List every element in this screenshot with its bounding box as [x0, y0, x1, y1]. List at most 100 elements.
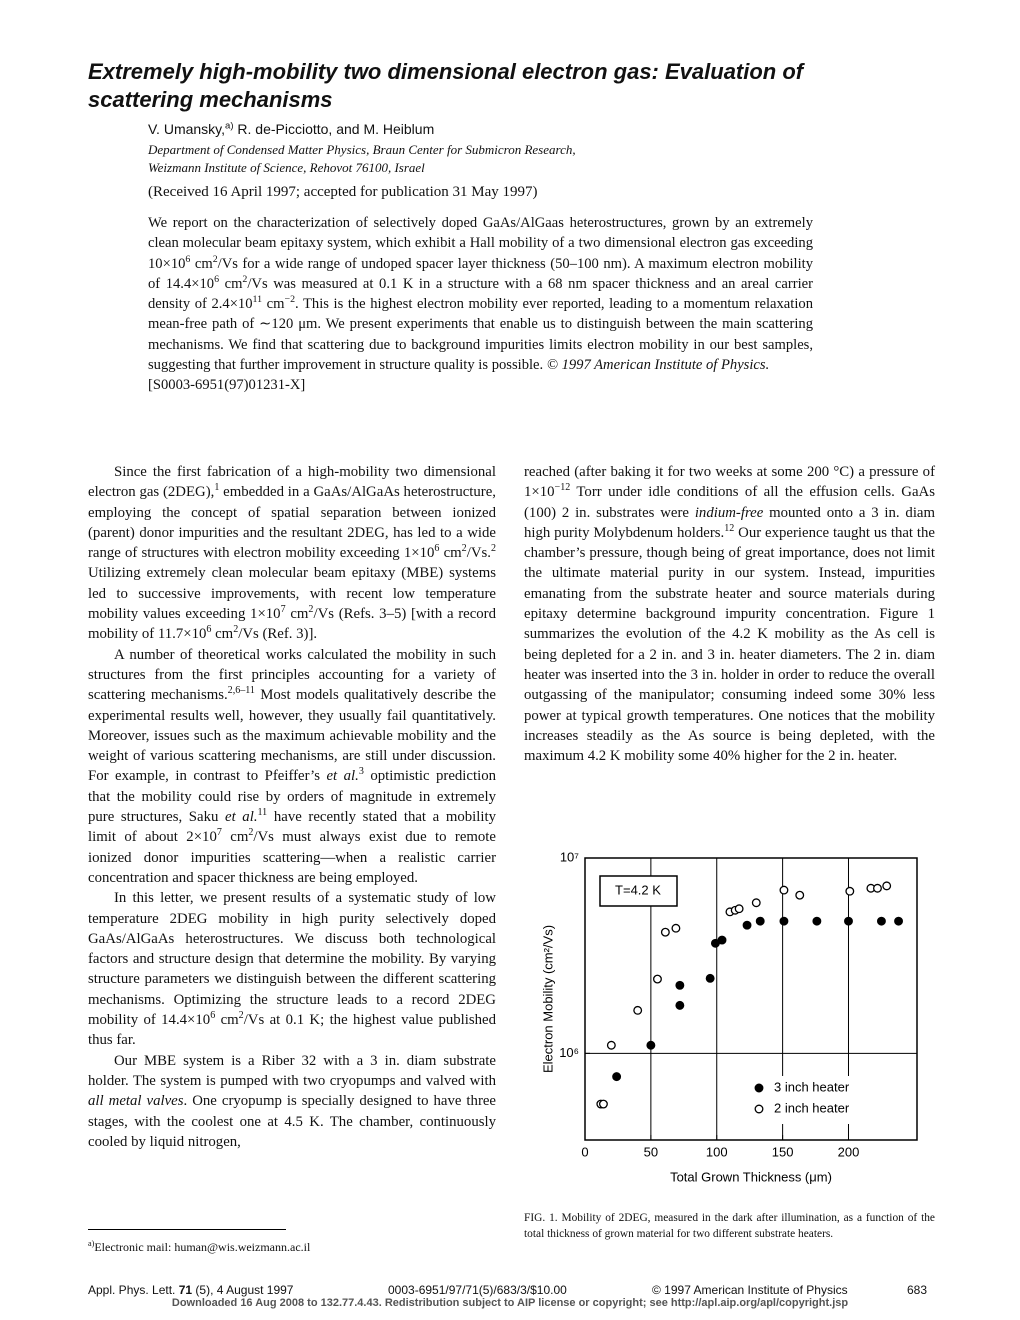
text-run: Our experience taught us that the chambe… [524, 524, 935, 765]
data-point [598, 1099, 608, 1109]
superscript: 11 [257, 807, 268, 819]
superscript: 3 [358, 766, 364, 778]
data-point [675, 980, 685, 990]
superscript: 2,6–11 [227, 685, 255, 697]
superscript: 2 [212, 253, 218, 265]
text-run: /Vs (Ref. 3)]. [238, 626, 318, 643]
text-run: Most models qualitatively describe the e… [88, 687, 496, 785]
superscript: −12 [554, 482, 571, 494]
italic-text: et al. [225, 809, 258, 826]
data-point [612, 1072, 622, 1082]
footnote-rule [88, 1229, 286, 1230]
affiliation-line: Weizmann Institute of Science, Rehovot 7… [148, 160, 425, 175]
text-run: cm [215, 1012, 239, 1029]
issn: 0003-6951/97/71(5)/683/3/$10.00 [388, 1283, 567, 1297]
superscript: 6 [210, 1010, 216, 1022]
affiliation: Department of Condensed Matter Physics, … [148, 141, 576, 177]
text-run: /Vs was measured at 0.1 K in a structure… [148, 275, 813, 313]
data-point [873, 883, 882, 893]
italic-text: © 1997 American Institute of Physics. [546, 357, 770, 374]
title: Extremely high-mobility two dimensional … [88, 59, 804, 112]
data-point [671, 923, 681, 933]
data-point [633, 1005, 643, 1015]
text-run: have recently stated that a mobility lim… [88, 809, 496, 846]
superscript: 6 [185, 253, 191, 265]
superscript: 6 [206, 624, 212, 636]
x-tick-label: 150 [772, 1144, 794, 1159]
bold-text: 71 [178, 1283, 193, 1297]
text-run: Our MBE system is a Riber 32 with a 3 in… [88, 1052, 496, 1089]
data-point [675, 1000, 685, 1010]
text-run: . One cryopump is specially designed to … [88, 1093, 497, 1150]
legend-label: 3 inch heater [774, 1079, 850, 1094]
superscript: 6 [214, 274, 220, 286]
data-point [751, 898, 761, 908]
data-point [894, 916, 904, 926]
authors: V. Umansky,a) R. de-Picciotto, and M. He… [148, 121, 434, 137]
annotation-box [599, 875, 678, 907]
legend-box [739, 1076, 904, 1124]
left-column: Since the first fabrication of a high-mo… [88, 462, 496, 1152]
data-point [876, 916, 886, 926]
superscript: 12 [724, 522, 735, 534]
legend-marker [754, 1083, 764, 1093]
text-run: cm [190, 255, 213, 272]
superscript: 2 [461, 543, 467, 555]
text-run: Since the first fabrication of a high-mo… [88, 464, 496, 501]
text-run: cm [285, 606, 309, 623]
superscript: a) [88, 1239, 95, 1248]
data-point [606, 1040, 616, 1050]
data-point [844, 916, 853, 926]
paragraph: reached (after baking it for two weeks a… [524, 462, 935, 766]
italic-text: et al. [326, 768, 359, 785]
citation: Appl. Phys. Lett. 71 (5), 4 August 1997 [88, 1283, 293, 1297]
x-tick-label: 50 [644, 1144, 658, 1159]
superscript: a) [225, 120, 234, 132]
received: (Received 16 April 1997; accepted for pu… [148, 184, 538, 200]
text-run: /Vs for a wide range of undoped spacer l… [148, 255, 814, 292]
text-run: . This is the highest electron mobility … [148, 296, 813, 374]
data-point [653, 974, 662, 984]
data-point [845, 886, 855, 896]
data-point [742, 920, 752, 930]
data-point [795, 890, 805, 900]
abstract: We report on the characterization of sel… [148, 213, 813, 396]
superscript: 2 [490, 543, 496, 555]
data-point [779, 916, 789, 926]
italic-text: all metal valves [88, 1093, 184, 1110]
text-run: A number of theoretical works calculated… [88, 646, 496, 704]
text-run: /Vs must always exist due to remote ioni… [88, 829, 496, 886]
abstract-text: We report on the characterization of sel… [148, 213, 813, 375]
x-axis-label: Total Grown Thickness (μm) [670, 1169, 832, 1184]
paragraph: In this letter, we present results of a … [88, 888, 496, 1050]
caption: FIG. 1. Mobility of 2DEG, measured in th… [524, 1212, 935, 1240]
footnote: a)Electronic mail: human@wis.weizmann.ac… [88, 1239, 310, 1255]
text-run: (5), 4 August 1997 [192, 1283, 294, 1297]
superscript: 6 [434, 543, 440, 555]
superscript: 2 [308, 604, 314, 616]
superscript: 11 [252, 294, 263, 306]
text-run: reached (after baking it for two weeks a… [524, 464, 935, 501]
affiliation-line: Department of Condensed Matter Physics, … [148, 142, 576, 157]
paragraph: Our MBE system is a Riber 32 with a 3 in… [88, 1051, 496, 1152]
text-run: cm [211, 626, 234, 643]
superscript: 2 [238, 1010, 244, 1022]
superscript: 7 [216, 827, 222, 839]
text-run: /Vs. [466, 545, 491, 562]
copyright: © 1997 American Institute of Physics [652, 1283, 848, 1297]
data-point [717, 935, 727, 945]
x-tick-label: 100 [706, 1144, 728, 1159]
text-run: We report on the characterization of sel… [148, 215, 813, 272]
right-column: reached (after baking it for two weeks a… [524, 462, 935, 766]
superscript: 2 [242, 274, 248, 286]
text-run: Utilizing extremely clean molecular beam… [88, 565, 496, 623]
x-tick-label: 0 [581, 1144, 588, 1159]
text-run: Appl. Phys. Lett. [88, 1283, 179, 1297]
data-point [660, 927, 670, 937]
figure-chart: 0 50 100 150 200 10⁶ 10⁷ Total Grown Thickness … [540, 849, 918, 1184]
text-run: cm [262, 296, 285, 313]
y-tick-label: 10⁶ [559, 1045, 579, 1060]
data-point [812, 916, 822, 926]
pacs: [S0003-6951(97)01231-X] [148, 377, 306, 394]
